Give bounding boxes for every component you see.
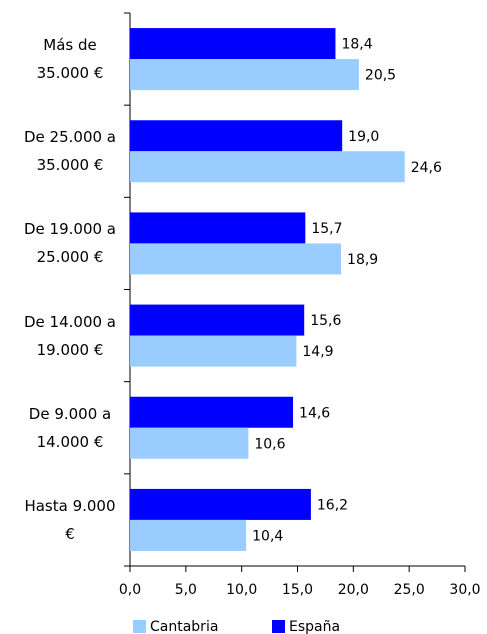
legend-label: Cantabria bbox=[150, 619, 218, 634]
bar bbox=[130, 304, 305, 336]
data-label: 14,6 bbox=[299, 405, 330, 421]
legend-label: España bbox=[289, 619, 340, 634]
bar bbox=[130, 243, 342, 275]
y-tick-label: De 14.000 a 19.000 € bbox=[24, 312, 116, 359]
bar bbox=[130, 59, 359, 91]
legend-swatch bbox=[133, 620, 146, 633]
bar bbox=[130, 28, 336, 60]
bar bbox=[130, 335, 297, 367]
y-tick-label: Hasta 9.000 € bbox=[24, 496, 116, 543]
data-label: 10,6 bbox=[254, 436, 285, 452]
data-label: 20,5 bbox=[365, 68, 396, 84]
x-tick-label: 5,0 bbox=[175, 582, 197, 598]
data-label: 15,7 bbox=[311, 221, 342, 237]
bar bbox=[130, 396, 294, 428]
x-tick-label: 0,0 bbox=[119, 582, 141, 598]
bar bbox=[130, 120, 343, 152]
bar bbox=[130, 427, 249, 459]
x-tick-label: 25,0 bbox=[394, 582, 425, 598]
data-label: 18,4 bbox=[341, 37, 372, 53]
x-tick-label: 30,0 bbox=[449, 582, 480, 598]
x-tick-label: 10,0 bbox=[226, 582, 257, 598]
bar bbox=[130, 488, 311, 520]
data-label: 24,6 bbox=[411, 160, 442, 176]
y-tick-label: De 19.000 a 25.000 € bbox=[24, 220, 116, 267]
data-label: 16,2 bbox=[317, 497, 348, 513]
y-tick-label: De 25.000 a 35.000 € bbox=[24, 128, 116, 175]
data-label: 14,9 bbox=[302, 344, 333, 360]
data-label: 19,0 bbox=[348, 129, 379, 145]
data-label: 15,6 bbox=[310, 313, 341, 329]
x-tick-label: 20,0 bbox=[338, 582, 369, 598]
bar bbox=[130, 519, 247, 551]
legend-swatch bbox=[272, 620, 285, 633]
bar bbox=[130, 212, 306, 244]
y-tick-label: De 9.000 a 14.000 € bbox=[28, 404, 112, 451]
data-label: 18,9 bbox=[347, 252, 378, 268]
data-label: 10,4 bbox=[252, 528, 283, 544]
x-tick-label: 15,0 bbox=[282, 582, 313, 598]
bar bbox=[130, 151, 405, 183]
y-tick-label: Más de 35.000 € bbox=[36, 36, 104, 83]
